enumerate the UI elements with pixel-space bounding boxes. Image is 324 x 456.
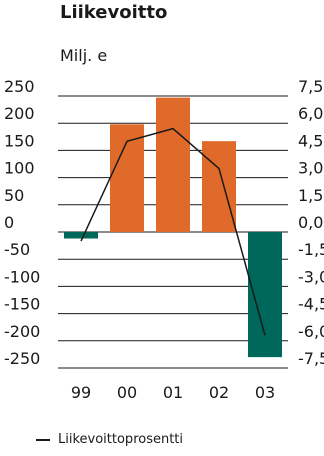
y-left-tick-label: 250 [4, 77, 35, 96]
x-tick-label: 99 [71, 383, 91, 402]
y-right-tick-label: 6,0 [298, 104, 323, 123]
legend: Liikevoittoprosentti [36, 432, 183, 447]
y-left-tick-label: -100 [4, 267, 40, 286]
legend-line-swatch [36, 439, 50, 441]
y-right-tick-label: 7,5 [298, 77, 323, 96]
bar [202, 141, 236, 232]
bar [156, 98, 190, 232]
y-right-tick-label: 4,5 [298, 131, 323, 150]
y-left-tick-label: 0 [4, 213, 14, 232]
y-right-tick-label: 0,0 [298, 213, 323, 232]
y-left-tick-label: 50 [4, 186, 24, 205]
y-left-tick-label: -50 [4, 240, 30, 259]
y-right-tick-label: -3,0 [298, 267, 324, 286]
y-left-tick-label: 100 [4, 159, 35, 178]
y-left-tick-label: -250 [4, 349, 40, 368]
y-left-tick-label: -200 [4, 322, 40, 341]
y-right-tick-label: -1,5 [298, 240, 324, 259]
y-right-tick-label: -6,0 [298, 322, 324, 341]
bar [110, 124, 144, 232]
y-right-tick-label: 3,0 [298, 159, 323, 178]
y-left-tick-label: -150 [4, 295, 40, 314]
legend-label: Liikevoittoprosentti [58, 432, 183, 447]
x-tick-label: 01 [163, 383, 183, 402]
y-right-tick-label: 1,5 [298, 186, 323, 205]
y-right-tick-label: -7,5 [298, 349, 324, 368]
y-left-tick-label: 200 [4, 104, 35, 123]
x-tick-label: 02 [209, 383, 229, 402]
y-right-tick-label: -4,5 [298, 295, 324, 314]
x-tick-label: 03 [255, 383, 275, 402]
x-tick-label: 00 [117, 383, 137, 402]
y-left-tick-label: 150 [4, 131, 35, 150]
bar [64, 232, 98, 239]
